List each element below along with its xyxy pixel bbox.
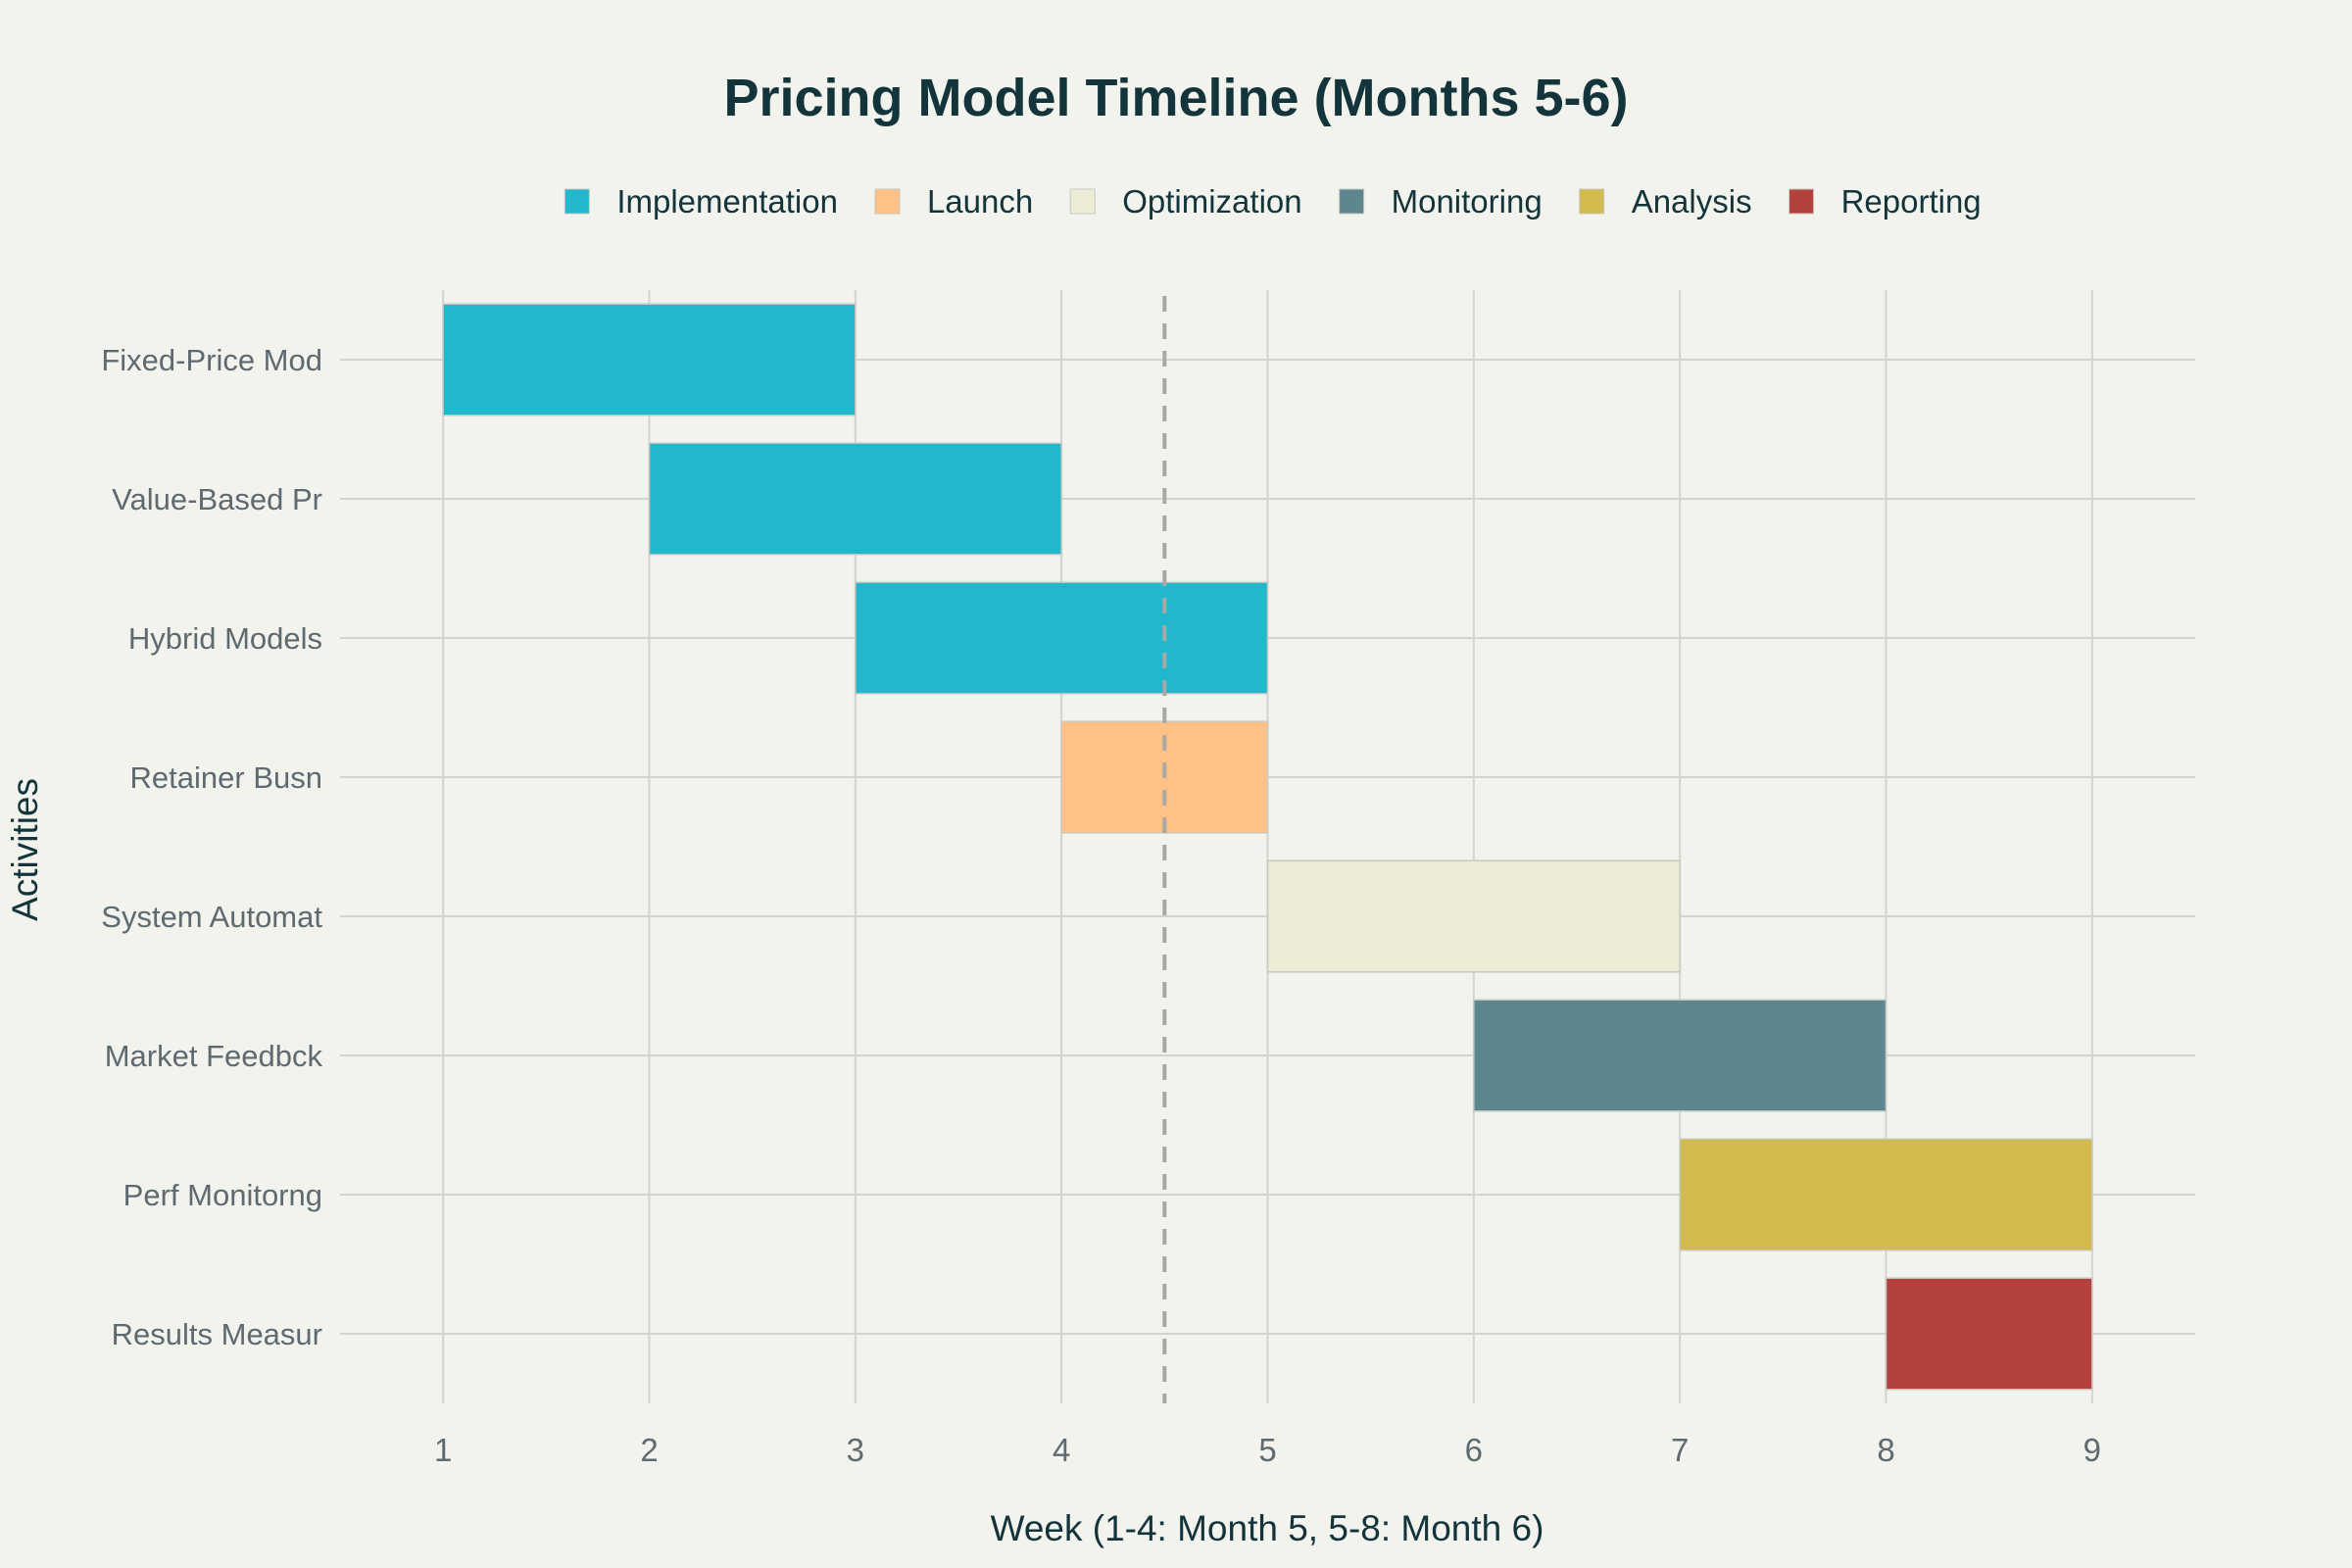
legend-label-launch: Launch: [927, 183, 1033, 220]
legend-label-monitoring: Monitoring: [1392, 183, 1543, 220]
x-tick-label: 4: [1053, 1432, 1070, 1468]
x-tick-label: 7: [1671, 1432, 1689, 1468]
legend-swatch-implementation: [564, 188, 590, 215]
y-tick-label: Results Measur: [112, 1317, 322, 1351]
y-axis-label: Activities: [5, 778, 45, 921]
x-axis-ticks: 1 2 3 4 5 6 7 8 9: [434, 1432, 2101, 1468]
y-tick-label: Market Feedbck: [105, 1039, 323, 1073]
legend-swatch-reporting: [1788, 188, 1815, 215]
y-tick-label: Perf Monitorng: [123, 1178, 322, 1212]
legend: Implementation Launch Optimization Monitori…: [564, 183, 1982, 220]
bar-fixed-price-mod: [442, 303, 857, 416]
bar-hybrid-models: [855, 581, 1269, 695]
x-tick-label: 3: [847, 1432, 864, 1468]
bar-value-based-pr: [648, 442, 1062, 556]
chart-title: Pricing Model Timeline (Months 5-6): [723, 69, 1628, 127]
x-tick-label: 9: [2083, 1432, 2101, 1468]
x-tick-label: 8: [1877, 1432, 1894, 1468]
y-tick-label: Value-Based Pr: [112, 482, 322, 516]
legend-label-reporting: Reporting: [1841, 183, 1982, 220]
x-tick-label: 6: [1465, 1432, 1483, 1468]
legend-label-optimization: Optimization: [1122, 183, 1301, 220]
legend-label-analysis: Analysis: [1632, 183, 1752, 220]
legend-label-implementation: Implementation: [616, 183, 838, 220]
legend-swatch-monitoring: [1339, 188, 1365, 215]
y-tick-label: System Automat: [101, 900, 322, 934]
y-tick-label: Fixed-Price Mod: [101, 343, 322, 377]
y-tick-label: Retainer Busn: [130, 760, 322, 795]
bar-perf-monitorng: [1679, 1138, 2093, 1251]
bar-results-measur: [1885, 1277, 2093, 1391]
bars: [442, 296, 2093, 1403]
y-tick-label: Hybrid Models: [128, 621, 322, 656]
x-tick-label: 5: [1258, 1432, 1276, 1468]
x-tick-label: 1: [434, 1432, 452, 1468]
bar-system-automat: [1266, 859, 1681, 973]
bar-market-feedbck: [1473, 999, 1887, 1112]
legend-swatch-optimization: [1069, 188, 1096, 215]
y-axis-ticks: Fixed-Price Mod Value-Based Pr Hybrid Mode…: [101, 343, 322, 1351]
x-axis-label: Week (1-4: Month 5, 5-8: Month 6): [991, 1508, 1544, 1548]
x-tick-label: 2: [640, 1432, 658, 1468]
legend-swatch-launch: [874, 188, 901, 215]
legend-swatch-analysis: [1579, 188, 1605, 215]
